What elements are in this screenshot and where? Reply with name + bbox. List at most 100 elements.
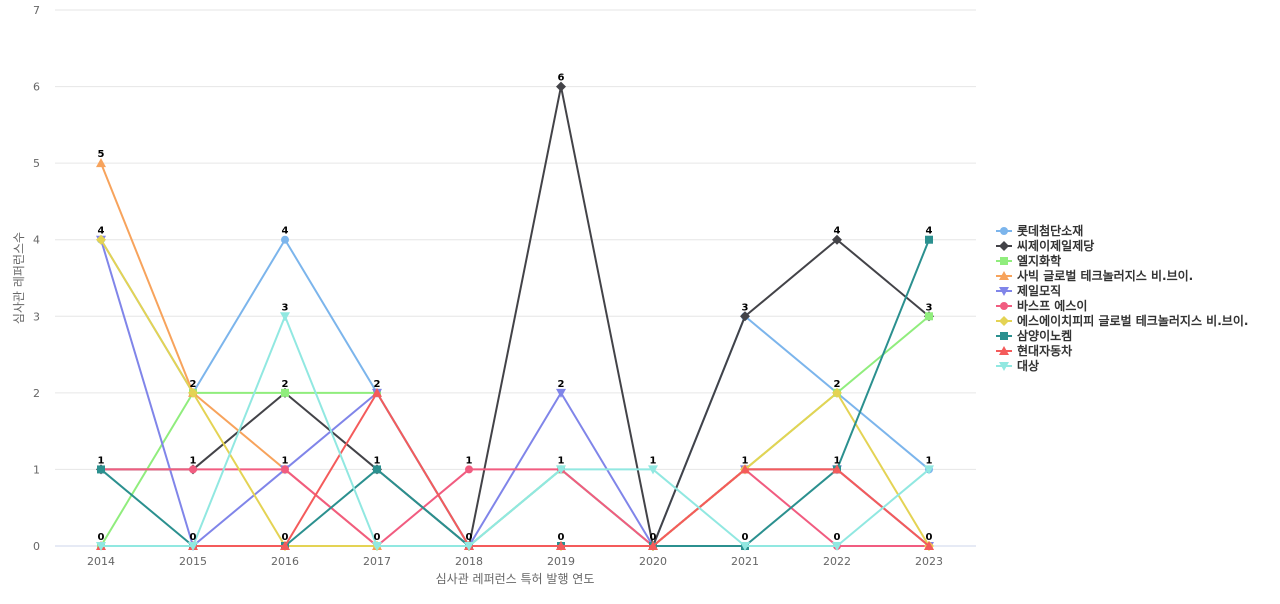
data-point [280,541,290,550]
x-tick-label: 2017 [363,555,391,568]
data-point [281,465,289,474]
x-tick-label: 2019 [547,555,575,568]
data-label: 0 [834,532,841,543]
data-point [648,541,658,550]
series-line [101,391,930,547]
data-point [832,542,842,551]
y-tick-label: 4 [33,234,40,247]
legend-item[interactable]: 현대자동차 [996,343,1072,358]
legend-label: 삼양이노켐 [1017,328,1072,343]
data-point [372,542,382,551]
data-label: 0 [650,532,657,543]
data-label: 3 [282,302,289,313]
legend-marker [999,241,1009,251]
data-point [740,311,750,322]
data-point [740,542,750,551]
series-3[interactable] [97,312,933,550]
data-point [832,234,842,245]
data-point [832,464,842,474]
data-label: 1 [190,455,197,466]
legend-label: 롯데첨단소재 [1017,223,1083,238]
legend-marker [1000,227,1008,235]
data-label: 1 [926,455,933,466]
x-tick-label: 2020 [639,555,667,568]
series-10[interactable] [96,312,934,551]
data-label: 1 [374,455,381,466]
y-tick-label: 0 [33,540,40,553]
data-label: 2 [190,379,197,390]
x-tick-label: 2023 [915,555,943,568]
y-tick-label: 5 [33,157,40,170]
data-point [925,312,933,321]
data-point [372,387,382,397]
data-point [188,387,198,398]
data-label: 4 [98,226,105,237]
x-tick-label: 2015 [179,555,207,568]
data-label: 4 [926,226,933,237]
series-line [100,315,930,547]
x-axis-ticks: 2014 2015 2016 2017 2018 2019 2020 2021 2022 2023 [55,545,976,568]
series-lines [96,81,934,551]
legend-item[interactable]: 대상 [996,358,1039,373]
data-label: 4 [834,226,841,237]
data-point [96,158,106,168]
data-label: 1 [834,455,841,466]
data-label: 0 [374,532,381,543]
legend-marker [999,316,1009,326]
y-tick-label: 3 [33,310,40,323]
data-point [648,465,658,475]
legend-item[interactable]: 엘지화학 [996,253,1061,268]
y-tick-label: 7 [33,4,40,17]
data-point [925,235,933,244]
legend-label: 대상 [1017,358,1039,373]
legend-item[interactable]: 제일모직 [996,283,1061,298]
legend-item[interactable]: 삼양이노켐 [996,328,1072,343]
data-point [832,387,842,398]
legend-item[interactable]: 에스에이치피피 글로벌 테크놀러지스 비.브이. [996,313,1248,328]
data-label: 0 [190,532,197,543]
data-label: 5 [98,149,105,160]
data-label: 1 [466,455,473,466]
data-label: 3 [742,302,749,313]
data-label: 2 [374,379,381,390]
data-point [96,542,106,551]
data-point [556,541,566,550]
legend-marker [1000,257,1008,265]
legend-item[interactable]: 씨제이제일제당 [996,238,1094,253]
data-point [924,465,934,475]
series-4[interactable] [96,158,934,550]
legend-label: 현대자동차 [1017,343,1072,358]
data-point [281,388,289,397]
data-point [189,465,197,474]
legend-label: 엘지화학 [1017,253,1061,268]
legend-marker [999,271,1009,280]
legend-label: 제일모직 [1017,283,1061,298]
data-point [464,542,474,551]
data-point [96,234,106,245]
legend-item[interactable]: 사빅 글로벌 테크놀러지스 비.브이. [996,268,1193,283]
data-label: 1 [98,455,105,466]
data-label: 0 [98,532,105,543]
y-tick-label: 2 [33,387,40,400]
data-label: 0 [742,532,749,543]
data-point [280,312,290,322]
x-tick-label: 2014 [87,555,115,568]
data-point [97,465,105,474]
legend-marker [999,362,1009,371]
x-tick-label: 2016 [271,555,299,568]
x-axis-title: 심사관 레퍼런스 특허 발행 연도 [436,571,595,586]
legend-item[interactable]: 바스프 에스이 [996,298,1087,313]
data-label: 2 [282,379,289,390]
data-point [556,81,566,92]
data-label: 0 [926,532,933,543]
legend-label: 씨제이제일제당 [1017,238,1094,253]
legend-item[interactable]: 롯데첨단소재 [996,223,1083,238]
data-label: 0 [558,532,565,543]
data-label: 6 [558,73,565,84]
series-line [100,162,930,547]
legend-label: 바스프 에스이 [1017,298,1087,313]
